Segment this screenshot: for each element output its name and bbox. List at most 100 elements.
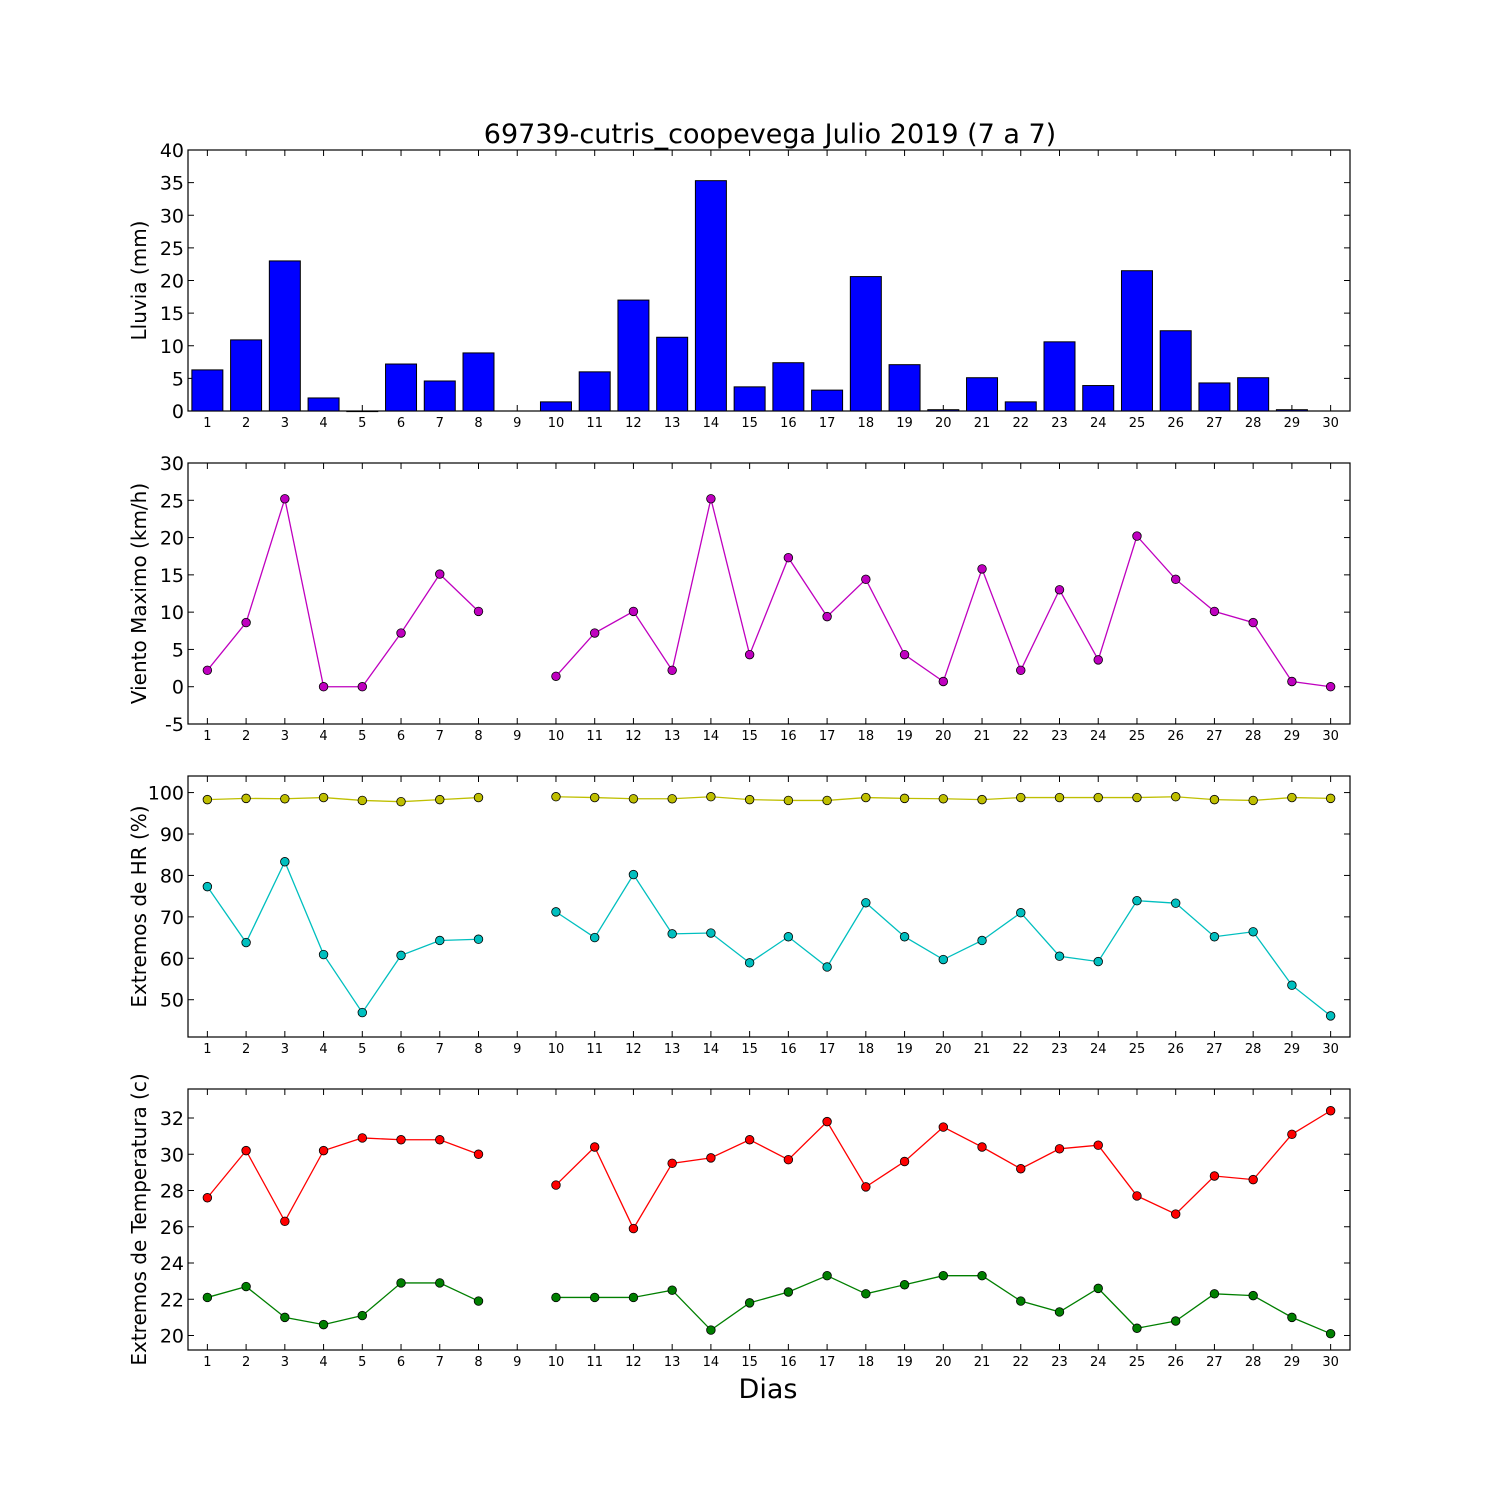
data-point (744, 1298, 755, 1308)
x-tick-label: 18 (858, 729, 875, 744)
bar (617, 299, 650, 412)
x-tick-label: 10 (548, 1355, 565, 1370)
bar (888, 364, 921, 412)
data-point (861, 1289, 871, 1299)
y-tick-label: 80 (160, 865, 184, 887)
bar (966, 377, 999, 412)
data-point (318, 1319, 329, 1330)
data-point (357, 795, 368, 806)
data-point (318, 1145, 329, 1156)
data-point (1093, 956, 1103, 967)
data-point (783, 932, 794, 942)
x-tick-label: 24 (1090, 416, 1107, 431)
x-tick-label: 27 (1206, 416, 1223, 431)
data-point (1054, 792, 1065, 803)
x-tick-label: 30 (1322, 416, 1339, 431)
x-tick-label: 21 (974, 1042, 991, 1057)
data-point (551, 907, 561, 917)
data-point (1325, 1328, 1336, 1339)
x-tick-label: 15 (741, 1355, 758, 1370)
x-tick-label: 16 (780, 1042, 797, 1057)
y-tick-label: 26 (160, 1217, 184, 1239)
y-tick-label: -5 (165, 714, 184, 736)
bar (1120, 270, 1153, 412)
y-tick-label: 28 (160, 1181, 184, 1203)
x-tick-label: 7 (436, 1355, 444, 1370)
data-point (202, 794, 213, 805)
data-point (1016, 1296, 1026, 1306)
data-point (435, 1278, 445, 1288)
x-tick-label: 8 (474, 1042, 482, 1057)
data-point (1132, 531, 1142, 541)
data-point (590, 628, 600, 638)
x-tick-label: 20 (935, 1355, 952, 1370)
y-tick-label: 30 (160, 205, 184, 227)
data-point (1325, 1011, 1336, 1021)
data-point (977, 935, 987, 946)
series-line (206, 496, 479, 688)
x-tick-label: 5 (358, 1042, 366, 1057)
data-point (1248, 927, 1258, 937)
data-point (783, 1287, 794, 1297)
series-line (207, 796, 479, 803)
x-tick-label: 13 (664, 416, 681, 431)
x-tick-label: 27 (1206, 1042, 1223, 1057)
data-point (706, 792, 716, 802)
x-tick-label: 17 (819, 729, 836, 744)
data-point (1325, 682, 1336, 692)
x-tick-label: 10 (548, 1042, 565, 1057)
data-point (473, 934, 484, 944)
x-tick-label: 6 (397, 416, 405, 431)
data-point (1248, 1174, 1258, 1185)
data-point (977, 1270, 987, 1281)
data-point (667, 794, 677, 804)
data-point (628, 1223, 639, 1234)
bar (811, 389, 844, 412)
y-tick-label: 25 (160, 490, 184, 512)
y-tick-label: 35 (160, 173, 184, 195)
x-tick-label: 25 (1129, 1355, 1146, 1370)
bar (733, 386, 766, 412)
data-point (1209, 1289, 1220, 1299)
data-point (435, 794, 445, 805)
x-tick-label: 24 (1090, 1355, 1107, 1370)
data-point (590, 1292, 600, 1303)
x-tick-label: 3 (281, 1042, 289, 1057)
x-tick-label: 23 (1051, 1042, 1068, 1057)
bar (539, 401, 572, 412)
data-point (396, 950, 406, 961)
bar (191, 369, 224, 412)
data-point (822, 795, 832, 806)
y-tick-label: 30 (160, 1144, 184, 1166)
data-point (241, 937, 251, 948)
data-point (396, 796, 406, 807)
bar (385, 363, 418, 412)
data-point (202, 881, 213, 892)
x-tick-label: 1 (203, 729, 211, 744)
x-tick-label: 4 (319, 1042, 327, 1057)
x-tick-label: 25 (1129, 1042, 1146, 1057)
y-axis-label: Extremos de Temperatura (c) (127, 1073, 151, 1365)
data-point (628, 794, 639, 804)
y-tick-label: 70 (160, 907, 184, 929)
data-point (1016, 792, 1026, 803)
data-point (280, 794, 290, 804)
x-tick-label: 11 (586, 1355, 603, 1370)
data-point (1287, 1129, 1297, 1140)
x-tick-label: 30 (1322, 1042, 1339, 1057)
data-point (1054, 951, 1065, 961)
y-tick-label: 10 (160, 336, 184, 358)
data-point (396, 628, 406, 638)
data-point (1170, 574, 1181, 585)
y-axis-label: Extremos de HR (%) (127, 805, 151, 1007)
x-tick-label: 4 (319, 1355, 327, 1370)
y-tick-label: 100 (148, 783, 184, 805)
data-point (1093, 1283, 1103, 1294)
x-tick-label: 14 (703, 729, 720, 744)
x-tick-label: 13 (664, 1355, 681, 1370)
x-tick-label: 11 (586, 416, 603, 431)
data-point (241, 793, 251, 804)
y-tick-label: 20 (160, 1326, 184, 1348)
x-tick-label: 29 (1284, 416, 1301, 431)
x-tick-label: 25 (1129, 729, 1146, 744)
